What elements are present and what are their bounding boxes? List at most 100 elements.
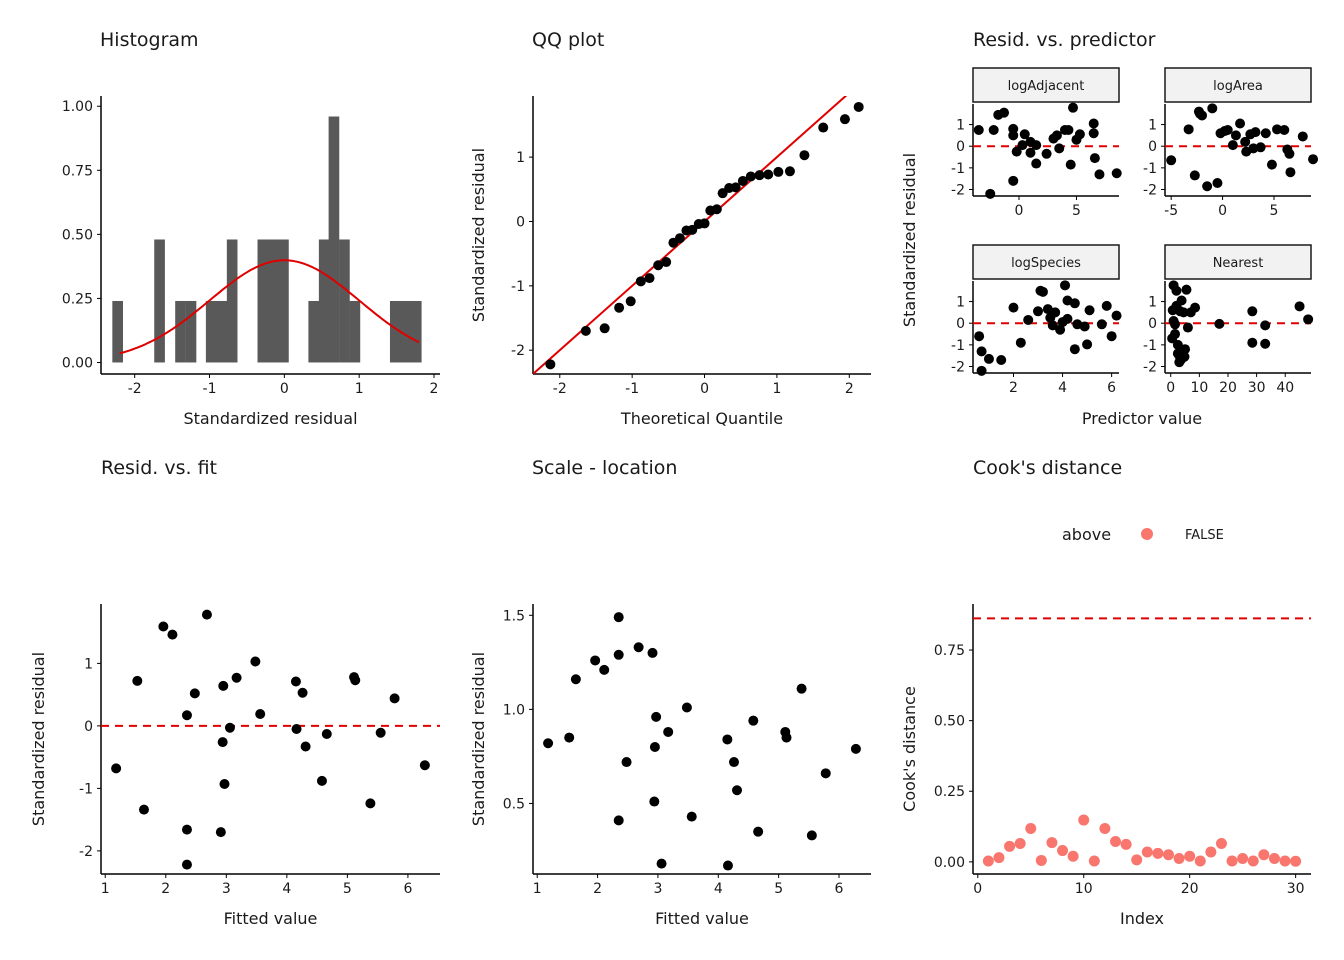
fit-point: [158, 621, 169, 632]
scale-location-point: [656, 858, 667, 869]
fit-point: [138, 804, 149, 815]
facet-point: [1240, 136, 1251, 147]
facet-point: [1247, 337, 1258, 348]
x-tick-label: -5: [1164, 203, 1178, 219]
cooks-point: [1162, 849, 1174, 861]
cooks-point: [1184, 850, 1196, 862]
histogram-bar: [349, 300, 361, 363]
qq-point: [754, 170, 765, 181]
x-tick-label: 2: [161, 881, 170, 897]
facet-point: [1063, 124, 1074, 135]
x-tick-label: 10: [1075, 881, 1093, 897]
facet-point: [1068, 102, 1079, 113]
facet-point: [1055, 324, 1066, 335]
facet-strip: [1164, 67, 1312, 103]
scale-location-point: [748, 715, 759, 726]
fit-point: [250, 656, 261, 667]
cooks-point: [1057, 845, 1069, 857]
scale-location-point: [820, 768, 831, 779]
qq-point: [635, 276, 646, 287]
x-tick-label: -2: [128, 381, 142, 397]
cooks-point: [1067, 850, 1079, 862]
facet-point: [1207, 103, 1218, 114]
x-tick-label: 40: [1276, 380, 1294, 396]
fit-point: [321, 729, 332, 739]
cooks-point: [1290, 855, 1302, 867]
cooks-point: [1046, 837, 1058, 849]
panel-cooks-distance: Cook's distance 0 10 20 30 0.00 0.25 0.50 0.75 ab…: [900, 457, 1311, 928]
facet-point: [1065, 159, 1076, 170]
y-tick-label: 0.5: [503, 796, 525, 812]
y-tick-label: 1: [956, 295, 965, 311]
qq-point: [545, 359, 556, 370]
x-tick-label: 30: [1287, 881, 1305, 897]
legend-label: FALSE: [1185, 528, 1224, 543]
qq-point: [644, 273, 655, 284]
facet-point: [1074, 129, 1085, 140]
facet-point: [985, 188, 996, 199]
y-axis-label: Cook's distance: [900, 686, 919, 812]
facet-point: [1011, 146, 1022, 157]
x-axis-label: Theoretical Quantile: [620, 409, 783, 428]
cooks-point: [1004, 840, 1016, 852]
facet-strip-label: logAdjacent: [1008, 79, 1085, 94]
fit-point: [224, 722, 235, 733]
scale-location-point: [599, 664, 610, 675]
facet-point: [1170, 329, 1181, 340]
qq-point: [661, 257, 672, 268]
x-tick-label: 0: [1015, 203, 1024, 219]
x-tick-label: 2: [1009, 380, 1018, 396]
scale-location-point: [621, 757, 632, 768]
histogram-bar: [339, 239, 350, 363]
facet-point: [1017, 140, 1028, 151]
y-tick-label: 0.25: [934, 784, 965, 800]
x-axis-label: Standardized residual: [183, 409, 357, 428]
panel-title: QQ plot: [532, 29, 604, 51]
fit-point: [189, 688, 200, 699]
histogram-bar: [410, 300, 422, 363]
scale-location-point: [613, 612, 624, 623]
x-tick-label: 4: [714, 881, 723, 897]
facet-point: [1047, 320, 1058, 331]
legend-key: [1141, 528, 1153, 540]
fit-point: [300, 741, 311, 752]
y-tick-label: 0: [956, 139, 965, 155]
x-axis-label: Fitted value: [224, 909, 318, 928]
cooks-point: [1258, 849, 1270, 861]
x-tick-label: 20: [1181, 881, 1199, 897]
histogram-bar: [185, 300, 197, 363]
cooks-point: [1078, 814, 1090, 826]
y-tick-label: -2: [79, 844, 93, 860]
histogram-bar: [226, 239, 238, 363]
facet-point: [1282, 144, 1293, 155]
facet-Nearest: Nearest 0 10 20 30 40 -2 -1 0 1: [1143, 244, 1314, 396]
qq-point: [818, 122, 829, 133]
x-tick-label: 3: [653, 881, 662, 897]
scale-location-point: [686, 811, 697, 822]
cooks-point: [1205, 846, 1217, 858]
fit-point: [201, 609, 212, 620]
x-tick-label: 20: [1219, 380, 1237, 396]
facet-point: [1111, 310, 1122, 321]
qq-point: [773, 166, 784, 177]
qq-point: [711, 204, 722, 215]
fit-point: [218, 680, 229, 691]
qq-point: [763, 169, 774, 180]
cooks-point: [1279, 855, 1291, 867]
scale-location-point: [681, 702, 692, 713]
facet-point: [1025, 147, 1036, 158]
scale-location-point: [651, 711, 662, 722]
cooks-point: [1099, 823, 1111, 835]
fit-point: [375, 727, 386, 738]
legend: above FALSE: [1062, 525, 1224, 544]
facet-point: [1008, 302, 1019, 313]
histogram-bar: [216, 300, 228, 363]
facet-point: [1019, 129, 1030, 140]
qq-point: [839, 114, 850, 125]
scale-location-point: [753, 826, 764, 837]
facet-point: [976, 346, 987, 357]
histogram-bar: [308, 300, 320, 363]
scale-location-point: [781, 732, 792, 743]
qq-point: [745, 171, 756, 182]
